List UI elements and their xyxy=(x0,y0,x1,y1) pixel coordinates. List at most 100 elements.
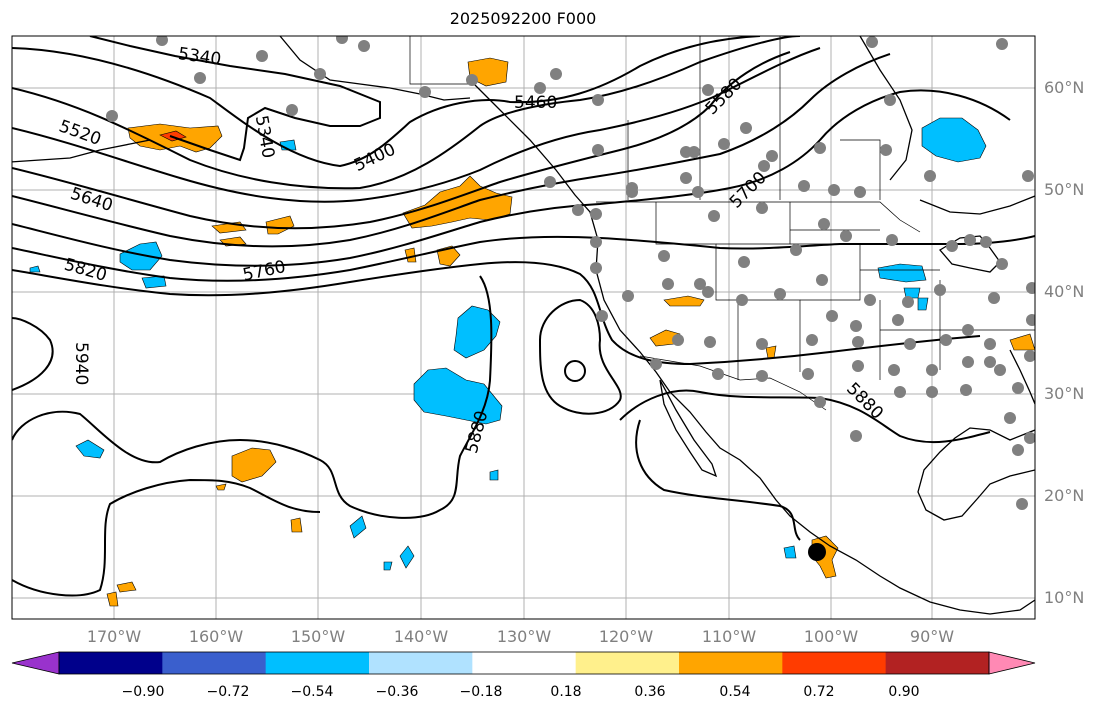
station-dot xyxy=(984,356,996,368)
station-dot xyxy=(1024,432,1035,444)
florida-coast xyxy=(1009,349,1035,405)
anomaly-positive xyxy=(1009,333,1035,351)
station-dot xyxy=(626,186,638,198)
station-dot xyxy=(980,236,992,248)
station-dot xyxy=(544,176,556,188)
station-dot xyxy=(994,364,1006,376)
height-contours xyxy=(12,36,1035,597)
station-dot xyxy=(590,262,602,274)
state-line xyxy=(716,202,791,245)
station-dot xyxy=(852,336,864,348)
station-dot xyxy=(984,338,996,350)
contour-label: 5820 xyxy=(62,255,109,286)
map-frame xyxy=(11,35,1036,620)
colorbar-tick-label: −0.54 xyxy=(291,684,334,700)
station-dot xyxy=(592,94,604,106)
colorbar-segment xyxy=(885,652,990,674)
station-dot xyxy=(756,338,768,350)
colorbar-segment xyxy=(265,652,370,674)
colorbar-tick-label: 0.72 xyxy=(803,684,834,700)
station-dot xyxy=(840,230,852,242)
station-dot xyxy=(904,338,916,350)
anomaly-negative xyxy=(921,117,987,163)
colorbar-segment xyxy=(679,652,783,674)
station-dot xyxy=(694,278,706,290)
station-dot xyxy=(650,358,662,370)
contour-5880 xyxy=(12,275,493,519)
contour-5880 xyxy=(12,478,321,597)
station-dot xyxy=(852,360,864,372)
contour-label: 5460 xyxy=(514,93,557,113)
station-dot xyxy=(688,146,700,158)
colorbar-segment xyxy=(782,652,887,674)
anomaly-negative xyxy=(783,545,797,559)
lat-label: 50°N xyxy=(1044,180,1084,199)
station-dot xyxy=(718,138,730,150)
gulf-of-mexico-coast xyxy=(917,427,1035,521)
station-dot xyxy=(996,38,1008,50)
station-dot xyxy=(704,336,716,348)
alaska-coast xyxy=(279,36,471,101)
anomaly-negative xyxy=(399,545,415,569)
station-dot xyxy=(960,384,972,396)
station-dot xyxy=(358,40,370,52)
lat-label: 60°N xyxy=(1044,78,1084,97)
anomaly-positive xyxy=(116,581,137,593)
station-dot xyxy=(828,184,840,196)
station-dot xyxy=(924,170,936,182)
station-dot xyxy=(672,334,684,346)
station-dot xyxy=(818,218,830,230)
us-mexico-border xyxy=(639,355,827,411)
station-dot xyxy=(850,430,862,442)
station-dot xyxy=(534,82,546,94)
lat-label: 40°N xyxy=(1044,282,1084,301)
anomaly-negative xyxy=(877,263,927,283)
lon-label: 90°W xyxy=(910,627,954,646)
station-dot xyxy=(708,210,720,222)
contour-label: 5940 xyxy=(71,342,91,385)
contour-label: 5340 xyxy=(251,114,278,160)
colorbar-ticks: −0.90 −0.72 −0.54 −0.36 −0.18 0.18 0.36 … xyxy=(122,684,920,700)
contour-5880-cutoff xyxy=(538,298,622,415)
contour-5520 xyxy=(12,47,821,203)
station-dot xyxy=(756,202,768,214)
station-dot xyxy=(802,368,814,380)
lon-label: 150°W xyxy=(291,627,346,646)
contour-5640 xyxy=(12,53,891,248)
contour-5460 xyxy=(12,36,801,190)
station-dot xyxy=(926,364,938,376)
lon-label: 130°W xyxy=(497,627,552,646)
colorbar xyxy=(11,651,1036,675)
station-dot xyxy=(1004,412,1016,424)
latitude-labels: 60°N 50°N 40°N 30°N 20°N 10°N xyxy=(1044,78,1084,607)
colorbar-segment xyxy=(472,652,577,674)
station-dot xyxy=(816,274,828,286)
station-dot xyxy=(814,396,826,408)
anomaly-negative xyxy=(119,241,163,271)
station-dot xyxy=(996,258,1008,270)
station-dot xyxy=(1012,444,1024,456)
station-dot xyxy=(766,150,778,162)
station-dot xyxy=(680,172,692,184)
contour-5880 xyxy=(12,317,54,391)
anomaly-positive xyxy=(215,483,227,491)
station-dot xyxy=(596,310,608,322)
station-dot xyxy=(1026,282,1035,294)
lon-label: 100°W xyxy=(804,627,859,646)
colorbar-tick-label: 0.54 xyxy=(719,684,750,700)
station-dot xyxy=(940,334,952,346)
station-dot xyxy=(888,364,900,376)
colorbar-tick-label: 0.18 xyxy=(550,684,581,700)
station-dots xyxy=(106,36,1035,510)
station-dot xyxy=(854,186,866,198)
colorbar-extend-min xyxy=(11,651,60,675)
contour-5880 xyxy=(635,419,801,541)
station-dot xyxy=(740,122,752,134)
station-dot xyxy=(314,68,326,80)
contour-label: 5520 xyxy=(56,116,103,150)
anomaly-positive xyxy=(106,591,119,607)
cutoff-low-center xyxy=(564,360,586,382)
station-dot xyxy=(926,386,938,398)
longitude-labels: 170°W 160°W 150°W 140°W 130°W 120°W 110°… xyxy=(87,627,954,646)
